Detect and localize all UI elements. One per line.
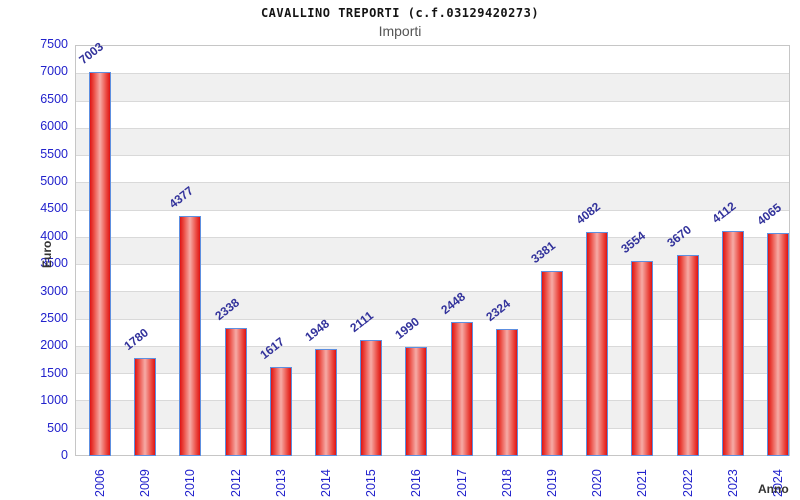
x-axis-title: Anno	[758, 482, 789, 496]
bar-2018	[496, 329, 518, 456]
y-tick-label: 6500	[40, 92, 68, 106]
gridline	[76, 319, 789, 320]
y-tick-label: 3000	[40, 284, 68, 298]
y-tick-label: 7500	[40, 37, 68, 51]
y-tick-label: 7000	[40, 64, 68, 78]
bar-2019	[541, 271, 563, 456]
plot-band	[76, 127, 789, 156]
x-tick-label: 2013	[274, 469, 288, 497]
y-tick-label: 0	[61, 448, 68, 462]
gridline	[76, 182, 789, 183]
bar-2015	[360, 340, 382, 456]
gridline	[76, 346, 789, 347]
y-tick-label: 4000	[40, 229, 68, 243]
bar-2009	[134, 358, 156, 456]
y-tick-label: 5000	[40, 174, 68, 188]
bar-2006	[89, 72, 111, 456]
y-tick-label: 2000	[40, 338, 68, 352]
x-tick-label: 2016	[409, 469, 423, 497]
chart-subtitle: Importi	[378, 23, 422, 39]
gridline	[76, 237, 789, 238]
x-tick-label: 2012	[229, 469, 243, 497]
y-tick-label: 6000	[40, 119, 68, 133]
x-tick-label: 2022	[681, 469, 695, 497]
gridline	[76, 155, 789, 156]
x-tick-label: 2017	[455, 469, 469, 497]
y-tick-label: 3500	[40, 256, 68, 270]
bar-2014	[315, 349, 337, 456]
gridline	[76, 101, 789, 102]
y-tick-label: 2500	[40, 311, 68, 325]
x-tick-label: 2015	[364, 469, 378, 497]
y-axis-title: Euro	[40, 240, 54, 268]
bar-2010	[179, 216, 201, 456]
x-tick-label: 2019	[545, 469, 559, 497]
bar-2020	[586, 232, 608, 456]
gridline	[76, 128, 789, 129]
x-tick-label: 2014	[319, 469, 333, 497]
y-tick-label: 1000	[40, 393, 68, 407]
gridline	[76, 373, 789, 374]
gridline	[76, 264, 789, 265]
gridline	[76, 428, 789, 429]
x-tick-label: 2010	[183, 469, 197, 497]
gridline	[76, 210, 789, 211]
gridline	[76, 291, 789, 292]
x-tick-label: 2006	[93, 469, 107, 497]
bar-2012	[225, 328, 247, 456]
bar-2013	[270, 367, 292, 456]
bar-2023	[722, 231, 744, 456]
bar-2017	[451, 322, 473, 456]
bar-2022	[677, 255, 699, 456]
chart-title: CAVALLINO TREPORTI (c.f.03129420273)	[260, 6, 540, 20]
y-tick-label: 1500	[40, 366, 68, 380]
plot-band	[76, 73, 789, 101]
x-tick-label: 2020	[590, 469, 604, 497]
gridline	[76, 73, 789, 74]
x-tick-label: 2023	[726, 469, 740, 497]
bar-2021	[631, 261, 653, 456]
gridline	[76, 400, 789, 401]
bar-2016	[405, 347, 427, 456]
y-tick-label: 4500	[40, 201, 68, 215]
x-tick-label: 2018	[500, 469, 514, 497]
plot-band	[76, 182, 789, 210]
y-tick-label: 500	[47, 421, 68, 435]
y-tick-label: 5500	[40, 147, 68, 161]
x-tick-label: 2021	[635, 469, 649, 497]
x-tick-label: 2009	[138, 469, 152, 497]
bar-2024	[767, 233, 789, 456]
